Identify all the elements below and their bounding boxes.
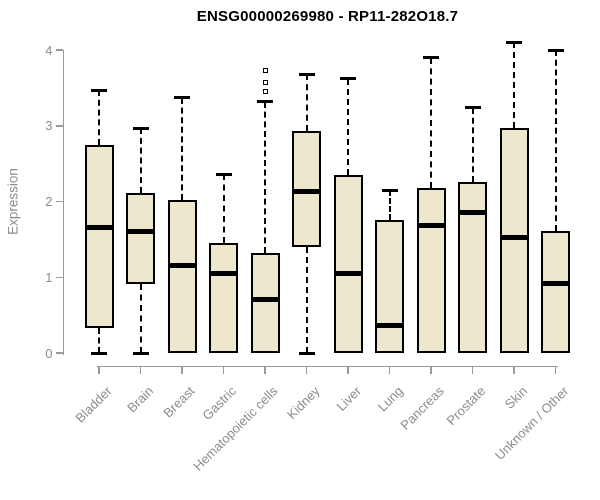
box-iqr <box>250 253 280 353</box>
x-axis-line <box>97 365 558 367</box>
box-iqr <box>499 128 529 353</box>
x-tick <box>471 365 474 374</box>
lower-whisker <box>139 284 142 353</box>
outlier-point <box>262 89 268 95</box>
upper-whisker-cap <box>547 48 564 52</box>
box-iqr <box>458 181 487 353</box>
box-iqr <box>167 199 197 353</box>
x-tick <box>554 365 557 374</box>
x-tick-label: Prostate <box>443 383 489 429</box>
upper-whisker-cap <box>257 100 273 103</box>
box-iqr <box>209 243 238 353</box>
x-tick-label: Bladder <box>72 383 115 426</box>
x-tick-label: Lung <box>374 383 406 415</box>
y-tick-label: 4 <box>45 42 53 58</box>
x-tick-label: Kidney <box>283 383 323 423</box>
upper-whisker <box>513 42 515 129</box>
x-tick <box>264 365 266 374</box>
median-bar <box>292 189 321 195</box>
x-tick-label: Skin <box>501 383 530 412</box>
upper-whisker <box>264 101 266 253</box>
upper-whisker-cap <box>91 88 107 92</box>
x-tick <box>388 365 391 374</box>
median-bar <box>499 234 529 240</box>
upper-whisker-cap <box>506 40 522 44</box>
x-tick-label: Unknown / Other <box>491 383 572 463</box>
upper-whisker <box>388 190 391 221</box>
upper-whisker-cap <box>132 126 149 130</box>
lower-whisker-cap <box>298 351 315 355</box>
box-iqr <box>292 131 321 247</box>
y-axis-line <box>62 50 64 355</box>
upper-whisker <box>347 78 349 175</box>
y-tick <box>55 200 63 203</box>
upper-whisker-cap <box>340 77 356 81</box>
outlier-point <box>262 67 268 73</box>
box-iqr <box>84 144 114 328</box>
x-tick <box>222 365 225 374</box>
lower-whisker-cap <box>132 351 149 355</box>
y-tick <box>55 276 63 278</box>
upper-whisker-cap <box>174 96 190 100</box>
y-tick-label: 0 <box>45 345 53 361</box>
median-bar <box>126 229 155 235</box>
median-bar <box>375 323 404 329</box>
x-tick <box>347 365 349 374</box>
upper-whisker <box>430 57 432 188</box>
median-bar <box>250 297 280 303</box>
median-bar <box>84 224 114 230</box>
median-bar <box>416 223 446 229</box>
chart-title: ENSG00000269980 - RP11-282O18.7 <box>196 8 459 25</box>
x-tick-label: Brain <box>124 383 157 416</box>
median-bar <box>333 270 363 276</box>
upper-whisker-cap <box>464 106 481 110</box>
x-tick-label: Hematopoietic cells <box>190 383 281 474</box>
lower-whisker <box>305 246 308 353</box>
upper-whisker <box>139 128 142 194</box>
median-bar <box>458 210 487 216</box>
box-iqr <box>333 174 363 353</box>
box-iqr <box>375 220 404 353</box>
y-tick-label: 2 <box>45 194 53 209</box>
median-bar <box>541 280 570 286</box>
box-iqr <box>126 193 155 285</box>
upper-whisker <box>222 174 225 244</box>
upper-whisker-cap <box>215 172 232 176</box>
x-tick <box>513 365 515 374</box>
outlier-point <box>262 80 268 86</box>
lower-whisker <box>98 328 100 353</box>
x-tick-label: Liver <box>333 383 364 414</box>
x-tick <box>305 365 308 374</box>
upper-whisker <box>554 50 557 232</box>
box-iqr <box>541 231 570 353</box>
y-tick <box>55 49 63 51</box>
x-tick-label: Pancreas <box>397 383 447 433</box>
x-tick-label: Breast <box>160 383 198 421</box>
x-tick <box>181 365 183 374</box>
upper-whisker <box>471 107 474 182</box>
upper-whisker <box>305 74 308 132</box>
median-bar <box>167 263 197 269</box>
x-tick <box>98 365 100 374</box>
y-tick <box>55 125 63 127</box>
median-bar <box>209 270 238 276</box>
upper-whisker-cap <box>298 72 315 76</box>
upper-whisker-cap <box>423 56 439 60</box>
y-tick <box>55 352 63 354</box>
upper-whisker <box>98 90 100 145</box>
y-tick-label: 3 <box>45 118 53 134</box>
upper-whisker <box>181 97 183 200</box>
y-tick-label: 1 <box>45 269 53 285</box>
x-tick <box>139 365 142 374</box>
x-tick-label: Gastric <box>199 383 240 424</box>
x-tick <box>430 365 432 374</box>
lower-whisker-cap <box>91 351 107 355</box>
upper-whisker-cap <box>381 188 398 192</box>
box-iqr <box>416 187 446 353</box>
